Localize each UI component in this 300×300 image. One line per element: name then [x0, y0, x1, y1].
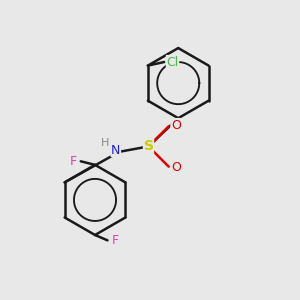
Text: O: O — [171, 118, 181, 131]
Text: S: S — [143, 140, 154, 153]
Text: H: H — [101, 139, 109, 148]
Text: N: N — [111, 143, 121, 157]
Text: O: O — [171, 161, 181, 174]
Text: F: F — [111, 234, 118, 247]
Text: F: F — [70, 155, 77, 168]
Text: Cl: Cl — [167, 56, 179, 68]
